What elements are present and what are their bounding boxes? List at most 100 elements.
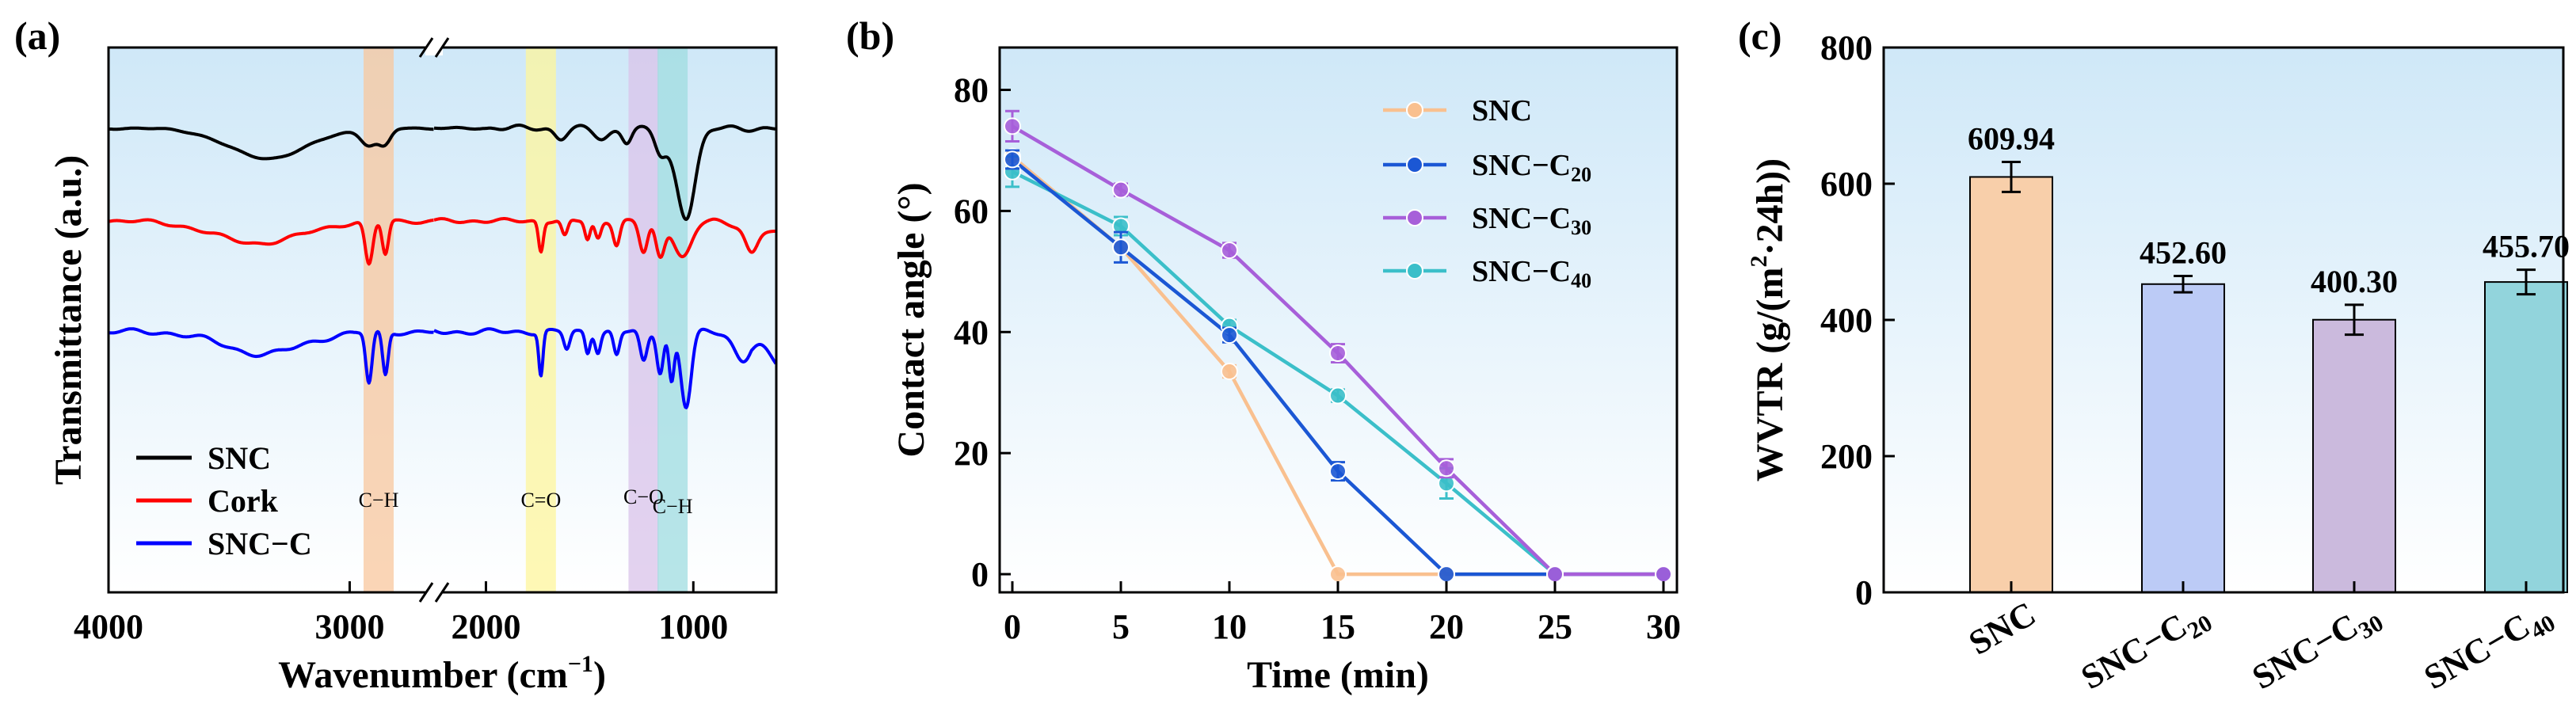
legend-b-label-3: SNC−C40: [1472, 255, 1591, 292]
panel-a-y-axis-label: Transmittance (a.u.): [48, 155, 90, 485]
data-point-2-1: [1112, 181, 1130, 199]
axis-break-mark-top-left: [418, 37, 434, 58]
panel-b-ticks: 0 5 10 15 20 25 30 0 20 40 60 80: [954, 71, 1681, 646]
legend-b-marker-3: [1406, 262, 1423, 280]
band-1: [525, 48, 556, 592]
data-point-2-2: [1221, 242, 1238, 260]
panel-b-x-tick-label-3: 15: [1320, 607, 1355, 646]
data-point-0-3: [1329, 565, 1347, 584]
spectrum-0-segment-1: [433, 124, 777, 221]
legend-b-label-1-main: SNC−C: [1472, 149, 1571, 182]
band-3: [657, 48, 688, 592]
panel-c-y-axis-label: WVTR (g/(m2·24h)): [1746, 158, 1791, 481]
band-label-3: C−H: [653, 495, 693, 518]
panel-c-y-tick-label-1: 200: [1820, 437, 1873, 476]
category-label-3: SNC−C40: [2418, 594, 2559, 702]
legend-b-label-3-sub: 40: [1571, 269, 1591, 292]
data-point-1-2: [1221, 326, 1238, 344]
band-label-2: C−O: [623, 485, 664, 508]
panel-b-x-axis-label: Time (min): [1247, 654, 1429, 696]
panel-b-x-tick-label-2: 10: [1212, 607, 1247, 646]
legend-b-label-0-main: SNC: [1472, 94, 1532, 127]
panel-a-legend: SNC Cork SNC−C: [136, 440, 312, 561]
panel-a-x-ticks: 4000 3000 2000 1000: [74, 581, 728, 646]
legend-b-label-0: SNC: [1472, 94, 1532, 127]
panel-b-y-tick-label-3: 60: [954, 192, 989, 230]
legend-b-label-3-main: SNC−C: [1472, 255, 1571, 288]
bar-value-label-3: 455.70: [2483, 229, 2570, 264]
band-label-1: C=O: [520, 489, 561, 512]
legend-a-label-2: SNC−C: [208, 526, 312, 561]
panel-b-contact-angle: (b) 0 5 10 15 20 25 30 0 20 40 60 80 Time (min) Con…: [846, 13, 1681, 696]
legend-b-label-1: SNC−C20: [1472, 149, 1591, 186]
category-label-1-main: SNC−C: [2075, 606, 2193, 697]
data-point-1-3: [1329, 462, 1347, 481]
wvtr-bars: 609.94 452.60 400.30 455.70: [1968, 121, 2570, 593]
panel-a-x-tick-label-2: 2000: [451, 607, 520, 646]
category-label-3-main: SNC−C: [2418, 606, 2536, 697]
axis-break-mark-bottom-left: [418, 582, 434, 603]
panel-a-x-tick-label-0: 4000: [74, 607, 143, 646]
bar-value-label-1: 452.60: [2140, 234, 2227, 270]
panel-b-y-tick-label-2: 40: [954, 313, 989, 352]
data-point-1-1: [1112, 238, 1130, 257]
panel-c-y-tick-label-4: 800: [1820, 29, 1873, 67]
panel-a-label: (a): [14, 13, 60, 58]
panel-a-x-tick-label-1: 3000: [314, 607, 384, 646]
data-point-2-6: [1655, 565, 1672, 584]
panel-b-x-tick-label-1: 5: [1112, 607, 1130, 646]
panel-c-wvtr: (c) 609.94 452.60 400.30 455.70 0 200 400 600 8…: [1738, 13, 2570, 702]
data-point-0-2: [1221, 362, 1238, 380]
panel-c-y-tick-label-0: 0: [1855, 573, 1873, 612]
bar-2: [2312, 318, 2396, 593]
data-point-2-0: [1004, 117, 1021, 135]
band-label-0: C−H: [359, 489, 399, 512]
axis-break-bottom-gap: [425, 584, 443, 600]
panel-b-x-tick-label-4: 20: [1429, 607, 1464, 646]
panel-b-y-tick-label-1: 20: [954, 434, 989, 473]
legend-b-marker-1: [1406, 156, 1423, 173]
panel-b-x-tick-label-6: 30: [1646, 607, 1681, 646]
panel-a-x-axis-label: Wavenumber (cm−1): [278, 651, 606, 696]
panel-a-x-tick-label-3: 1000: [658, 607, 728, 646]
bar-value-label-0: 609.94: [1968, 121, 2055, 157]
category-label-2: SNC−C30: [2246, 594, 2387, 702]
data-point-2-5: [1546, 565, 1564, 584]
axis-break-top-gap: [425, 40, 443, 55]
data-point-1-0: [1004, 150, 1021, 169]
legend-a-label-0: SNC: [208, 440, 271, 476]
category-label-0: SNC: [1962, 594, 2042, 662]
panel-b-x-tick-label-0: 0: [1004, 607, 1021, 646]
panel-b-background: [1000, 48, 1677, 592]
legend-b-label-2: SNC−C30: [1472, 202, 1591, 239]
spectrum-2-segment-1: [433, 327, 778, 409]
spectrum-1-segment-1: [433, 217, 777, 259]
category-label-0-main: SNC: [1962, 594, 2042, 662]
legend-b-label-2-main: SNC−C: [1472, 202, 1571, 235]
panel-b-y-tick-label-0: 0: [971, 555, 989, 594]
data-point-1-4: [1438, 565, 1455, 584]
category-label-2-main: SNC−C: [2246, 606, 2365, 697]
panel-c-y-tick-label-3: 600: [1820, 165, 1873, 204]
panel-b-y-axis-label: Contact angle (°): [890, 182, 932, 457]
panel-b-label: (b): [846, 13, 894, 58]
panel-b-y-tick-label-4: 80: [954, 71, 989, 110]
legend-b-label-2-sub: 30: [1571, 216, 1591, 239]
bar-1: [2141, 283, 2225, 593]
bar-value-label-2: 400.30: [2311, 264, 2398, 299]
legend-b-marker-0: [1406, 101, 1423, 119]
spectrum-2-segment-0: [108, 327, 435, 385]
data-point-2-4: [1438, 459, 1455, 478]
panel-b-x-tick-label-5: 25: [1538, 607, 1572, 646]
panel-a-spectra: (a) C−H C=O C−OC−H 4000 3000 2000 1000 Wavenu…: [14, 13, 778, 696]
axis-break-mark-bottom-right: [434, 582, 450, 603]
legend-b-label-1-sub: 20: [1571, 163, 1591, 186]
legend-a-label-1: Cork: [208, 483, 279, 519]
spectrum-0-segment-0: [108, 126, 435, 161]
bar-0: [1969, 176, 2053, 593]
data-point-2-3: [1329, 344, 1347, 363]
panel-c-y-tick-label-2: 400: [1820, 301, 1873, 340]
axis-break-mark-top-right: [434, 37, 450, 58]
data-point-3-3: [1329, 386, 1347, 405]
